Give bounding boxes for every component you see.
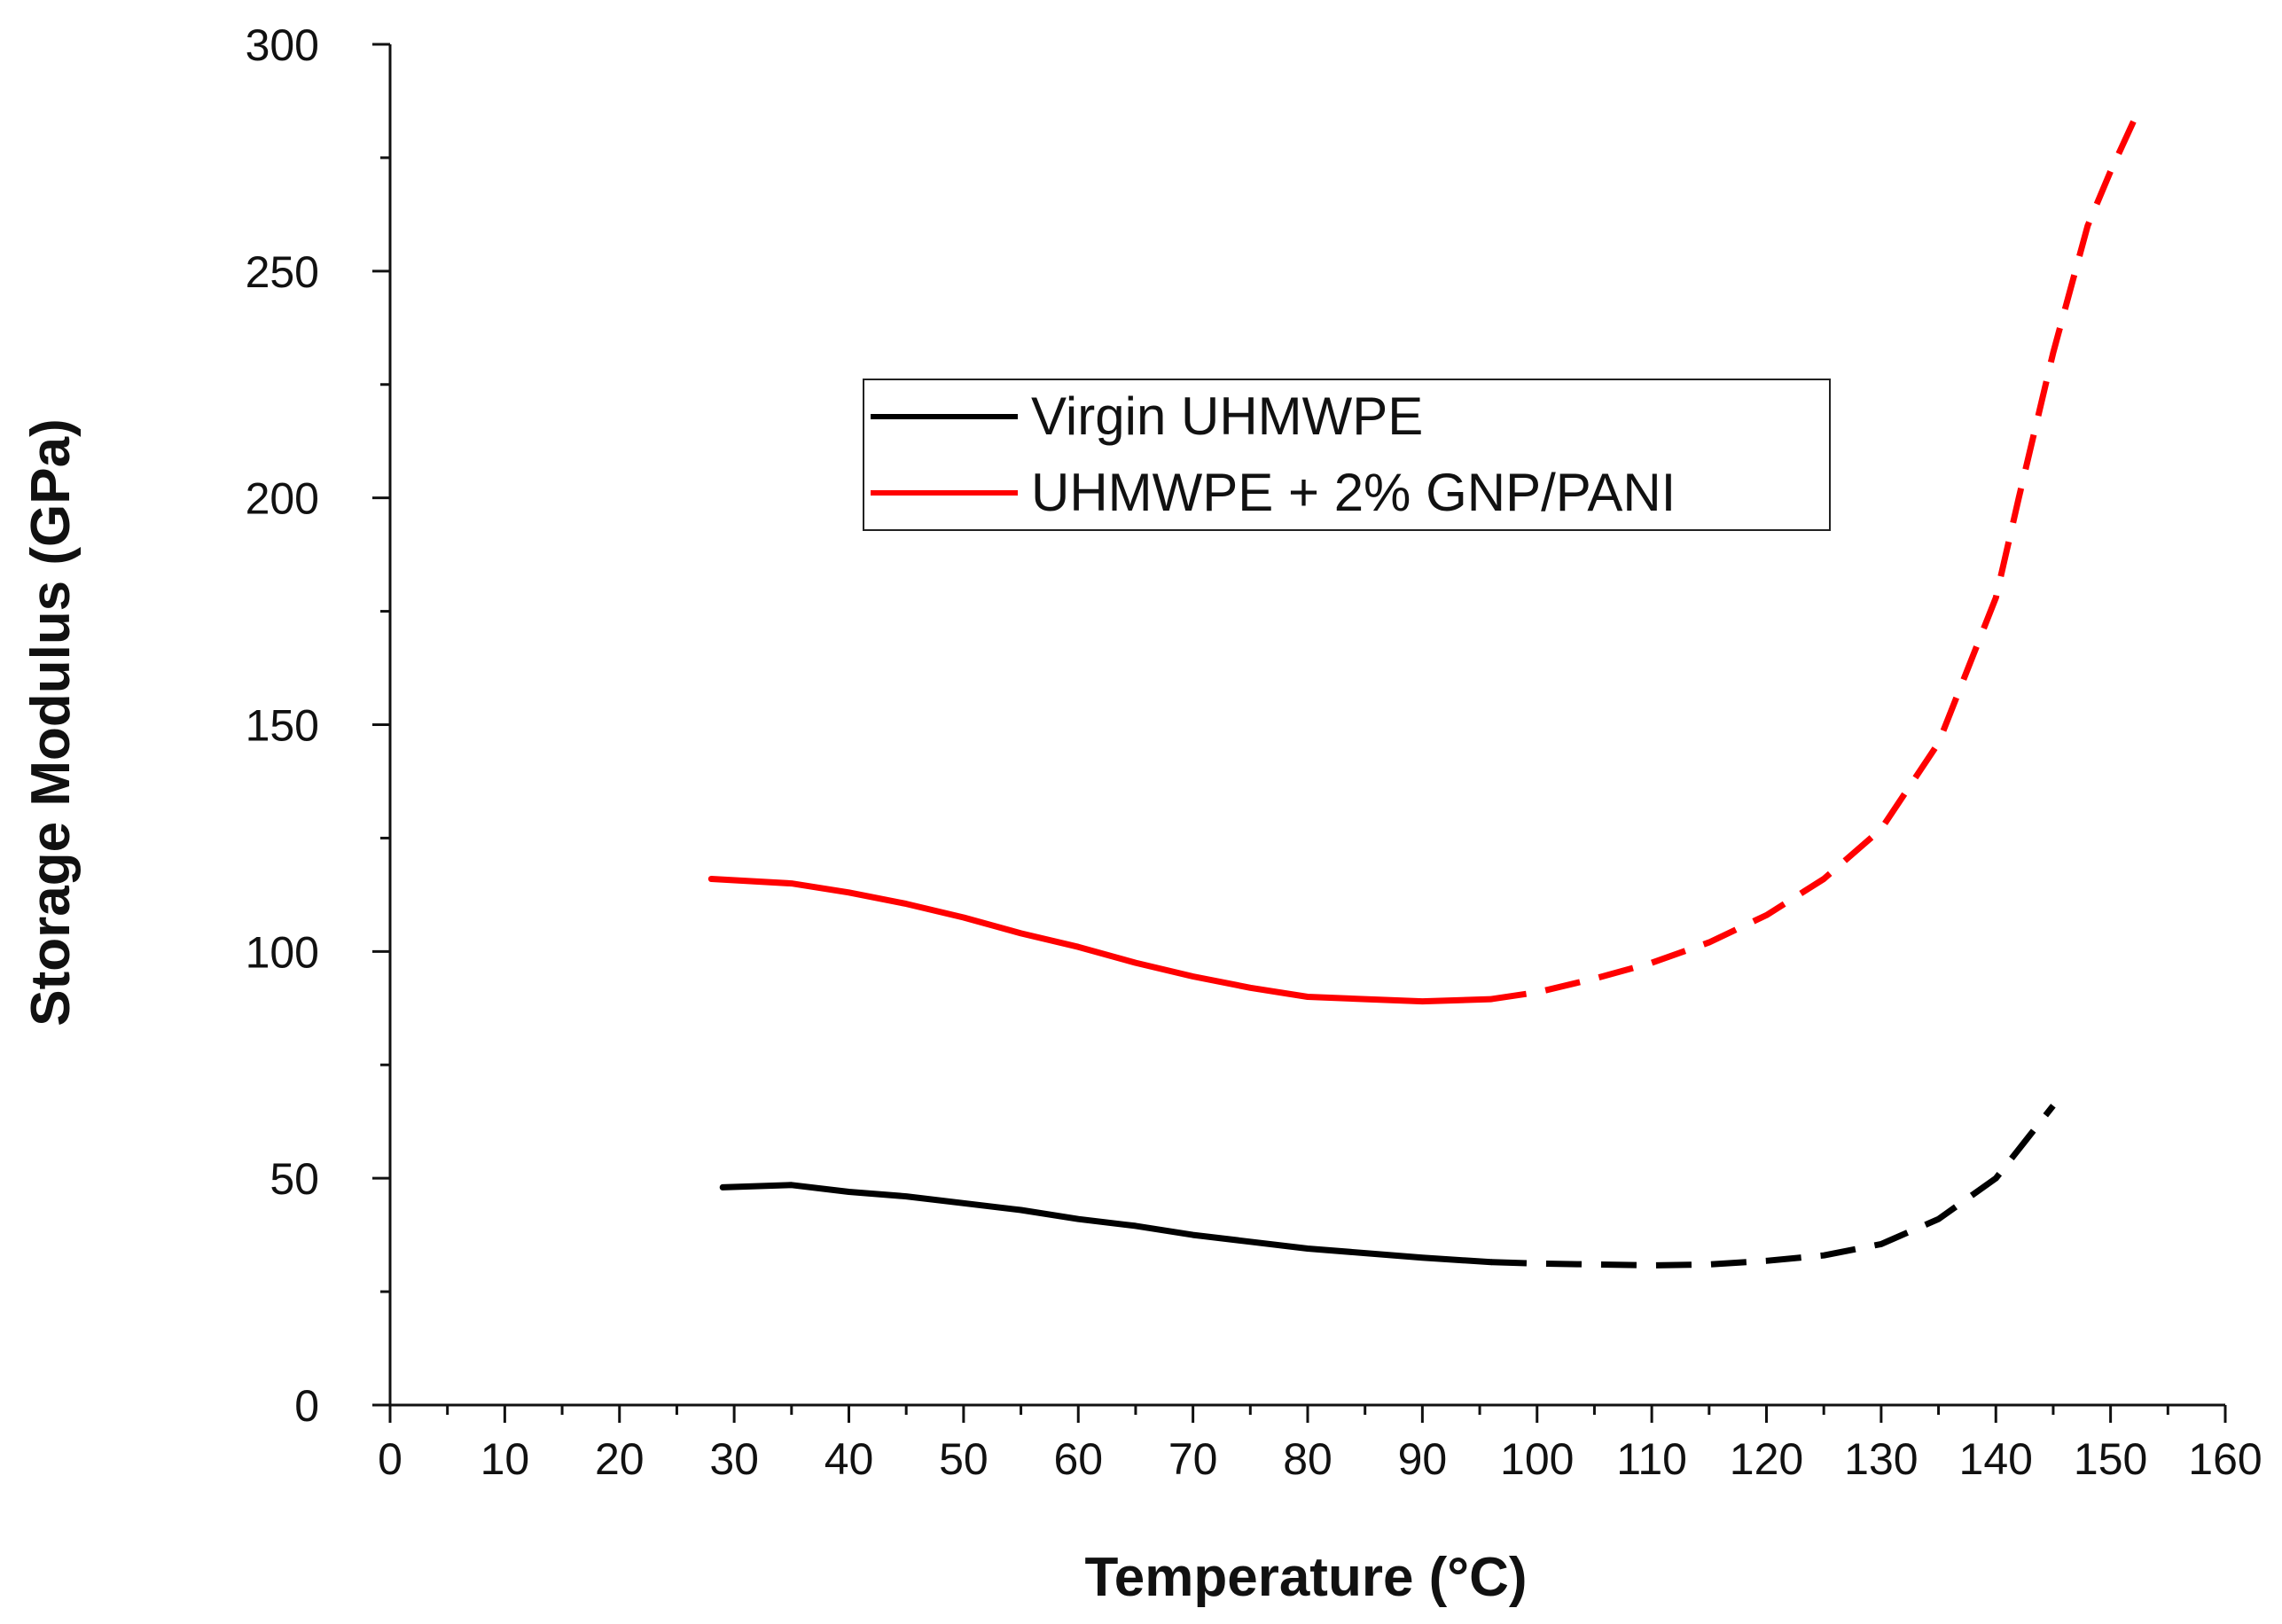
x-tick-label: 160	[2188, 1434, 2262, 1484]
y-tick-label: 50	[270, 1154, 319, 1204]
series-line-virgin-uhmwpe-measured	[719, 1182, 1495, 1266]
x-tick-label: 120	[1730, 1434, 1803, 1484]
y-tick-label: 200	[246, 474, 319, 524]
x-tick-label: 20	[595, 1434, 645, 1484]
x-tick-label: 40	[824, 1434, 874, 1484]
x-tick-label: 80	[1283, 1434, 1332, 1484]
y-tick-label: 100	[246, 927, 319, 977]
x-tick-label: 60	[1053, 1434, 1103, 1484]
y-axis-title: Storage Modulus (GPa)	[20, 418, 82, 1026]
x-axis-title: Temperature (°C)	[1084, 1547, 1527, 1608]
x-tick-label: 10	[481, 1434, 530, 1484]
x-tick-label: 50	[939, 1434, 989, 1484]
series-line-uhmwpe-gnp-pani-extrapolated	[1490, 120, 2137, 1003]
y-tick-label: 150	[246, 701, 319, 751]
x-tick-label: 0	[378, 1434, 402, 1484]
y-tick-label: 300	[246, 20, 319, 70]
x-tick-label: 100	[1500, 1434, 1574, 1484]
legend: Virgin UHMWPE UHMWPE + 2% GNP/PANI	[863, 379, 1831, 531]
x-tick-label: 110	[1616, 1434, 1687, 1484]
y-tick-label: 0	[294, 1381, 319, 1431]
x-tick-label: 90	[1398, 1434, 1448, 1484]
series-line-uhmwpe-gnp-pani-measured	[707, 876, 1495, 1005]
x-tick-label: 130	[1844, 1434, 1918, 1484]
series-lines	[707, 120, 2137, 1269]
x-tick-label: 30	[709, 1434, 759, 1484]
legend-label-gnp-pani: UHMWPE + 2% GNP/PANI	[1031, 463, 1676, 522]
x-tick-label: 150	[2074, 1434, 2147, 1484]
y-tick-label: 250	[246, 247, 319, 297]
legend-box	[863, 379, 1831, 531]
x-tick-label: 70	[1168, 1434, 1218, 1484]
axes: 0 10 20 30 40 50 60 70 80 90 100 110 120 130 140 150 160…	[246, 20, 2262, 1484]
x-tick-label: 140	[1959, 1434, 2033, 1484]
series-line-virgin-uhmwpe-extrapolated	[1490, 1104, 2056, 1269]
legend-label-virgin: Virgin UHMWPE	[1031, 386, 1423, 446]
